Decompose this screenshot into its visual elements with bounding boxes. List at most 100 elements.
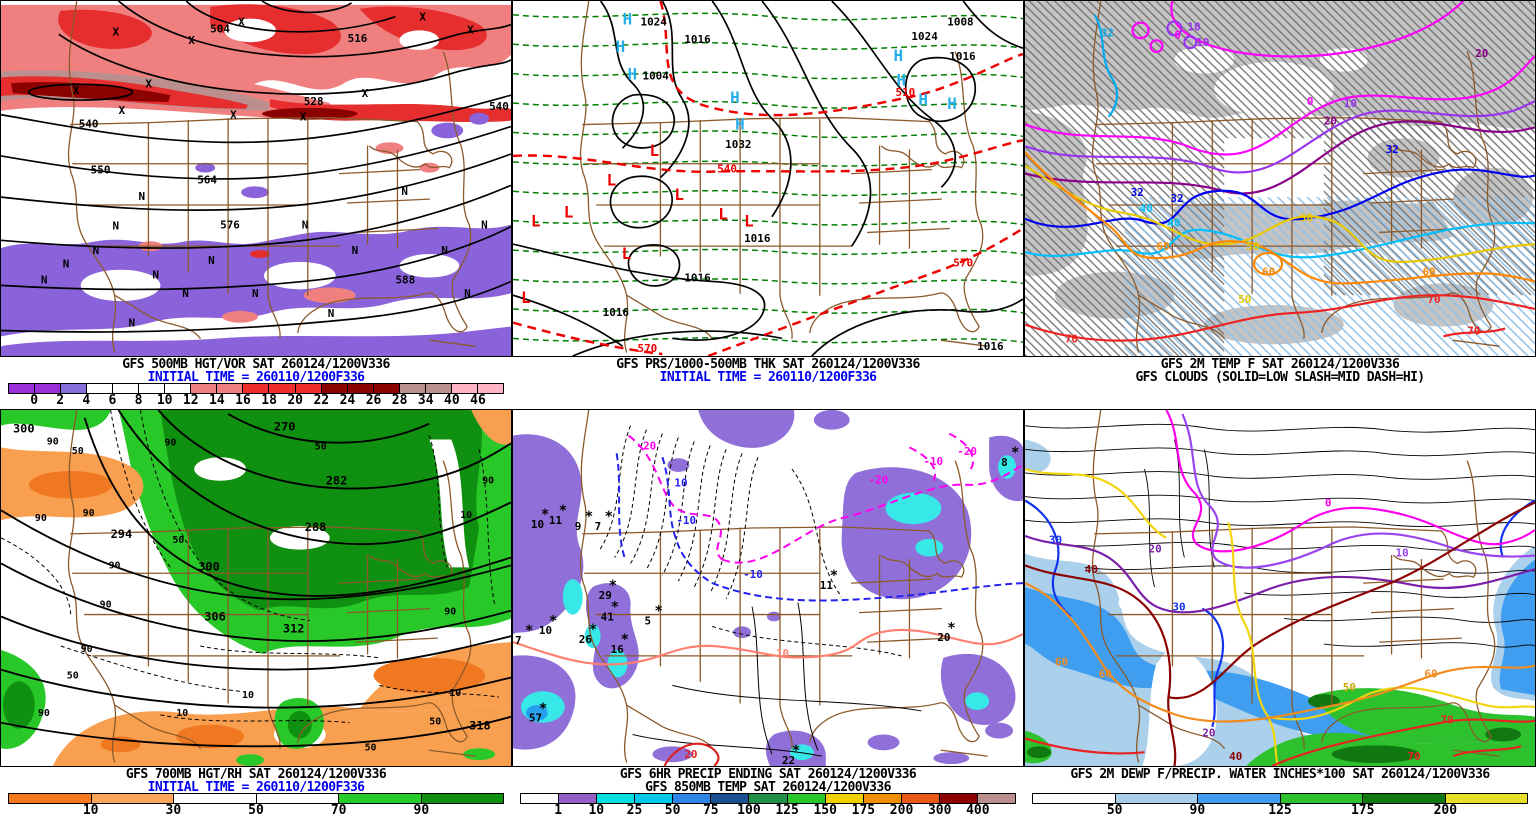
svg-text:N: N bbox=[328, 307, 335, 320]
panel-initial-time: INITIAL TIME = 260110/1200F336 bbox=[147, 370, 365, 385]
svg-text:X: X bbox=[238, 16, 245, 29]
svg-text:300: 300 bbox=[198, 559, 220, 573]
svg-text:L: L bbox=[521, 288, 531, 307]
svg-text:*: * bbox=[611, 600, 619, 616]
panel-subtitle: GFS CLOUDS (SOLID=LOW SLASH=MID DASH=HI) bbox=[1135, 370, 1425, 385]
svg-text:L: L bbox=[744, 212, 754, 231]
svg-text:N: N bbox=[93, 244, 100, 257]
svg-text:-10: -10 bbox=[743, 568, 763, 581]
svg-text:26: 26 bbox=[579, 633, 592, 646]
svg-text:50: 50 bbox=[1300, 212, 1313, 225]
svg-text:X: X bbox=[362, 87, 369, 100]
svg-text:1004: 1004 bbox=[642, 70, 669, 83]
850temp-contours-dashed bbox=[598, 425, 902, 657]
svg-text:X: X bbox=[230, 109, 237, 122]
svg-text:90: 90 bbox=[81, 644, 93, 655]
svg-text:90: 90 bbox=[444, 607, 456, 618]
svg-text:564: 564 bbox=[197, 173, 217, 186]
svg-text:10: 10 bbox=[1196, 36, 1209, 49]
svg-text:7: 7 bbox=[515, 634, 522, 647]
panel-caption: GFS 2M DEWP F/PRECIP. WATER INCHES*100 S… bbox=[1024, 767, 1536, 793]
svg-text:X: X bbox=[145, 77, 152, 90]
svg-text:H: H bbox=[918, 90, 928, 109]
height-contours bbox=[1, 1, 511, 333]
svg-text:*: * bbox=[792, 743, 800, 759]
svg-text:10: 10 bbox=[674, 477, 687, 490]
svg-text:*: * bbox=[585, 509, 593, 525]
svg-text:90: 90 bbox=[482, 476, 494, 487]
svg-text:H: H bbox=[896, 70, 906, 89]
svg-text:10: 10 bbox=[1396, 547, 1409, 560]
svg-text:540: 540 bbox=[717, 163, 737, 176]
svg-text:70: 70 bbox=[1427, 293, 1440, 306]
svg-text:10: 10 bbox=[176, 708, 188, 719]
svg-text:N: N bbox=[352, 244, 359, 257]
svg-text:10: 10 bbox=[1187, 20, 1200, 33]
svg-text:X: X bbox=[188, 34, 195, 47]
svg-text:1024: 1024 bbox=[911, 30, 938, 43]
svg-text:X: X bbox=[467, 23, 474, 36]
colorbar-vorticity: 0 2 4 6 8 10 12 14 16 18 20 22 24 26 28 34 40 46 bbox=[0, 383, 512, 409]
svg-text:-10: -10 bbox=[676, 514, 696, 527]
svg-text:70: 70 bbox=[1408, 750, 1421, 763]
svg-text:516: 516 bbox=[348, 32, 368, 45]
warm-contours bbox=[513, 628, 1023, 766]
svg-text:N: N bbox=[401, 185, 408, 198]
svg-text:20: 20 bbox=[1475, 47, 1488, 60]
height-contours bbox=[1, 410, 511, 748]
vorticity-fills bbox=[1, 4, 511, 356]
panel-title: GFS 700MB HGT/RH SAT 260124/1200V336 bbox=[125, 767, 387, 782]
thickness-contours-green bbox=[513, 12, 1023, 344]
svg-text:16: 16 bbox=[611, 643, 624, 656]
svg-text:20: 20 bbox=[684, 748, 697, 761]
svg-text:N: N bbox=[113, 220, 120, 233]
svg-text:10: 10 bbox=[776, 647, 789, 660]
svg-text:H: H bbox=[894, 46, 904, 65]
svg-text:10: 10 bbox=[460, 510, 472, 521]
svg-text:60: 60 bbox=[1422, 266, 1435, 279]
rh-fills bbox=[1, 410, 511, 766]
svg-text:*: * bbox=[830, 568, 838, 584]
colorbar-precip: 1 10 25 50 75 100 125 150 175 200 300 400 bbox=[512, 793, 1024, 819]
svg-text:288: 288 bbox=[305, 520, 327, 534]
svg-text:90: 90 bbox=[38, 708, 50, 719]
svg-text:9: 9 bbox=[575, 520, 582, 533]
svg-text:1032: 1032 bbox=[725, 138, 751, 151]
svg-text:10: 10 bbox=[242, 690, 254, 701]
svg-text:40: 40 bbox=[1167, 217, 1180, 230]
svg-text:50: 50 bbox=[72, 446, 84, 457]
svg-text:*: * bbox=[589, 622, 597, 638]
svg-text:*: * bbox=[525, 623, 533, 639]
svg-text:*: * bbox=[605, 509, 613, 525]
svg-text:50: 50 bbox=[1343, 681, 1356, 694]
svg-text:7: 7 bbox=[595, 520, 602, 533]
svg-text:N: N bbox=[63, 258, 70, 271]
svg-text:90: 90 bbox=[35, 513, 47, 524]
mid-cloud-hatch bbox=[1025, 1, 1535, 356]
svg-text:570: 570 bbox=[953, 257, 973, 270]
svg-text:*: * bbox=[541, 507, 549, 523]
svg-text:22: 22 bbox=[782, 754, 795, 766]
svg-text:10: 10 bbox=[449, 688, 461, 699]
colorbar-pwat: 50 90 125 175 200 bbox=[1024, 793, 1536, 819]
svg-text:60: 60 bbox=[1099, 668, 1112, 681]
svg-text:20: 20 bbox=[937, 631, 950, 644]
svg-text:X: X bbox=[119, 104, 126, 117]
svg-text:X: X bbox=[113, 25, 120, 38]
svg-text:8: 8 bbox=[1001, 456, 1008, 469]
svg-text:504: 504 bbox=[210, 22, 230, 35]
svg-text:50: 50 bbox=[67, 671, 79, 682]
svg-text:90: 90 bbox=[164, 437, 176, 448]
panel-caption: GFS 500MB HGT/VOR SAT 260124/1200V336 IN… bbox=[0, 357, 512, 385]
svg-text:N: N bbox=[208, 254, 215, 267]
svg-text:*: * bbox=[559, 503, 567, 519]
svg-text:1016: 1016 bbox=[949, 50, 975, 63]
map-labels: 1024 1016 1008 1024 1016 1004 1032 1016 1016 1016… bbox=[521, 10, 1004, 355]
svg-text:30: 30 bbox=[1172, 601, 1185, 614]
panel-title: GFS PRS/1000-500MB THK SAT 260124/1200V3… bbox=[616, 357, 920, 372]
svg-text:318: 318 bbox=[469, 719, 491, 733]
svg-text:X: X bbox=[300, 111, 307, 124]
svg-text:1024: 1024 bbox=[641, 16, 668, 29]
